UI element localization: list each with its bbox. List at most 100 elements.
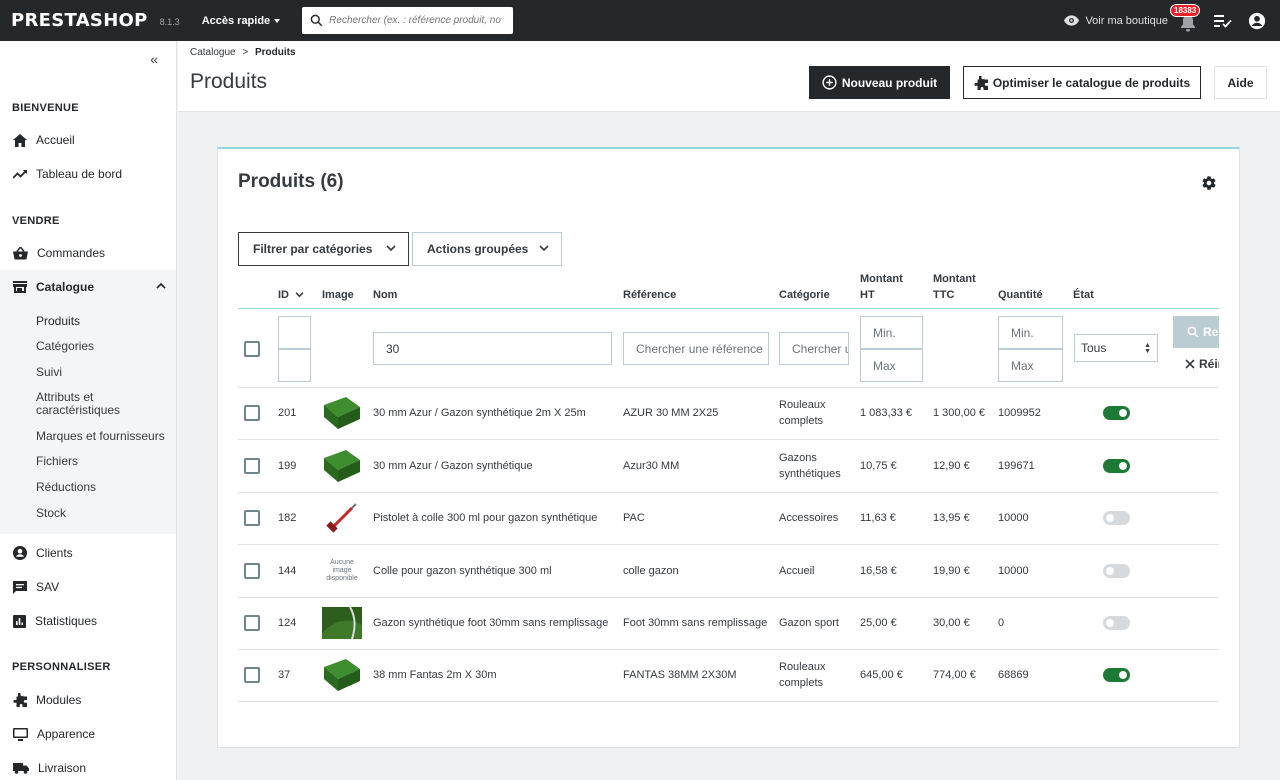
submenu-categories[interactable]: Catégories [36,339,95,353]
row-category-line2: synthétiques [779,468,841,480]
row-status-toggle[interactable] [1103,616,1130,630]
row-name[interactable]: 30 mm Azur / Gazon synthétique 2m X 25m [373,407,586,419]
row-name[interactable]: 30 mm Azur / Gazon synthétique [373,460,533,472]
row-status-toggle[interactable] [1103,564,1130,578]
toggle-knob [1119,671,1127,679]
account-button[interactable] [1248,12,1266,30]
row-quantity[interactable]: 10000 [998,565,1029,577]
row-checkbox[interactable] [244,458,260,474]
row-price-ht[interactable]: 1 083,33 € [860,407,912,419]
row-price-ht[interactable]: 16,58 € [860,565,897,577]
quick-access-menu[interactable]: Accès rapide [202,15,281,27]
breadcrumb-catalog[interactable]: Catalogue [190,47,236,58]
tasks-button[interactable] [1214,14,1232,28]
price-max-filter[interactable] [860,349,923,382]
row-quantity[interactable]: 1009952 [998,407,1041,419]
sidebar-item-label: Livraison [38,761,87,775]
row-checkbox[interactable] [244,563,260,579]
column-image: Image [322,289,354,301]
grass-thumbnail[interactable] [322,446,362,486]
turf-thumbnail[interactable] [322,603,362,643]
help-button[interactable]: Aide [1214,66,1267,99]
price-min-filter[interactable] [860,316,923,349]
sidebar-item-clients[interactable]: Clients [0,536,176,570]
submenu-brands[interactable]: Marques et fournisseurs [36,429,165,443]
reset-button[interactable]: Réinitialiser [1185,357,1219,371]
column-name[interactable]: Nom [373,289,398,301]
grass-thumbnail[interactable] [322,655,362,695]
row-price-ht[interactable]: 25,00 € [860,617,897,629]
row-divider [238,597,1219,598]
row-quantity[interactable]: 68869 [998,669,1029,681]
quantity-max-filter[interactable] [998,349,1063,382]
submenu-products[interactable]: Produits [36,314,81,328]
state-filter-select[interactable]: Tous ▲ ▼ [1074,334,1158,362]
quantity-min-filter[interactable] [998,316,1063,349]
submenu-tracking[interactable]: Suivi [36,365,63,379]
column-quantity[interactable]: Quantité [998,289,1043,301]
sidebar-item-shipping[interactable]: Livraison [0,751,176,780]
row-status-toggle[interactable] [1103,668,1130,682]
column-reference[interactable]: Référence [623,289,677,301]
header-search-input[interactable] [329,15,510,26]
view-shop-link[interactable]: Voir ma boutique [1064,15,1168,27]
sidebar-item-orders[interactable]: Commandes [0,236,176,270]
row-price-ht[interactable]: 645,00 € [860,669,903,681]
row-price-ht[interactable]: 11,63 € [860,512,896,524]
row-status-toggle[interactable] [1103,406,1130,420]
sidebar-item-modules[interactable]: Modules [0,683,176,717]
row-checkbox[interactable] [244,405,260,421]
id-max-filter[interactable] [278,349,311,382]
grass-thumbnail[interactable] [322,393,362,433]
grid-settings-button[interactable] [1201,175,1217,194]
filter-categories-dropdown[interactable]: Filtrer par catégories [238,232,409,266]
search-icon [1187,326,1199,338]
basket-icon [13,246,28,259]
row-checkbox[interactable] [244,667,260,683]
submenu-attributes[interactable]: Attributs et caractéristiques [36,390,121,417]
sidebar-item-label: Clients [36,546,73,560]
column-state[interactable]: État [1073,289,1094,301]
sidebar-item-sav[interactable]: SAV [0,570,176,604]
row-checkbox[interactable] [244,615,260,631]
submenu-discounts[interactable]: Réductions [36,480,97,494]
collapse-sidebar-icon[interactable]: « [150,51,158,67]
column-id[interactable]: ID [278,287,304,303]
header-search[interactable] [302,7,514,34]
row-status-toggle[interactable] [1103,511,1130,525]
sidebar-item-catalog[interactable]: Catalogue [0,270,176,304]
row-quantity[interactable]: 0 [998,617,1005,629]
close-icon [1185,359,1195,369]
row-name[interactable]: Pistolet à colle 300 ml pour gazon synth… [373,512,598,524]
select-all-checkbox[interactable] [244,341,260,357]
name-filter-input[interactable] [373,332,612,365]
new-product-button[interactable]: Nouveau produit [809,66,950,99]
search-button[interactable]: Rechercher [1173,316,1219,348]
id-min-filter[interactable] [278,316,311,349]
row-price-ttc: 30,00 € [933,617,970,629]
row-status-toggle[interactable] [1103,459,1130,473]
row-quantity[interactable]: 199671 [998,460,1035,472]
column-category[interactable]: Catégorie [779,289,830,301]
row-name[interactable]: Colle pour gazon synthétique 300 ml [373,565,552,577]
submenu-stock[interactable]: Stock [36,506,67,520]
row-name[interactable]: 38 mm Fantas 2m X 30m [373,669,497,681]
reference-filter-input[interactable] [623,332,769,365]
submenu-files[interactable]: Fichiers [36,454,79,468]
column-price-ht[interactable]: Montant HT [860,271,903,303]
optimize-catalog-button[interactable]: Optimiser le catalogue de produits [963,66,1201,99]
row-checkbox[interactable] [244,510,260,526]
row-name[interactable]: Gazon synthétique foot 30mm sans remplis… [373,617,609,629]
sidebar-item-appearance[interactable]: Apparence [0,717,176,751]
notifications-button[interactable]: 18383 [1170,3,1201,32]
row-category: Rouleaux complets [779,659,825,691]
row-price-ht[interactable]: 10,75 € [860,460,897,472]
category-filter-input[interactable] [779,332,849,365]
sidebar-item-dashboard[interactable]: Tableau de bord [0,157,176,191]
sidebar-item-home[interactable]: Accueil [0,123,176,157]
bulk-actions-dropdown[interactable]: Actions groupées [412,232,562,266]
glue-gun-thumbnail[interactable] [322,498,362,538]
sidebar-item-stats[interactable]: Statistiques [0,604,176,638]
prestashop-logo[interactable]: PRESTASHOP [11,10,148,31]
row-quantity[interactable]: 10000 [998,512,1029,524]
